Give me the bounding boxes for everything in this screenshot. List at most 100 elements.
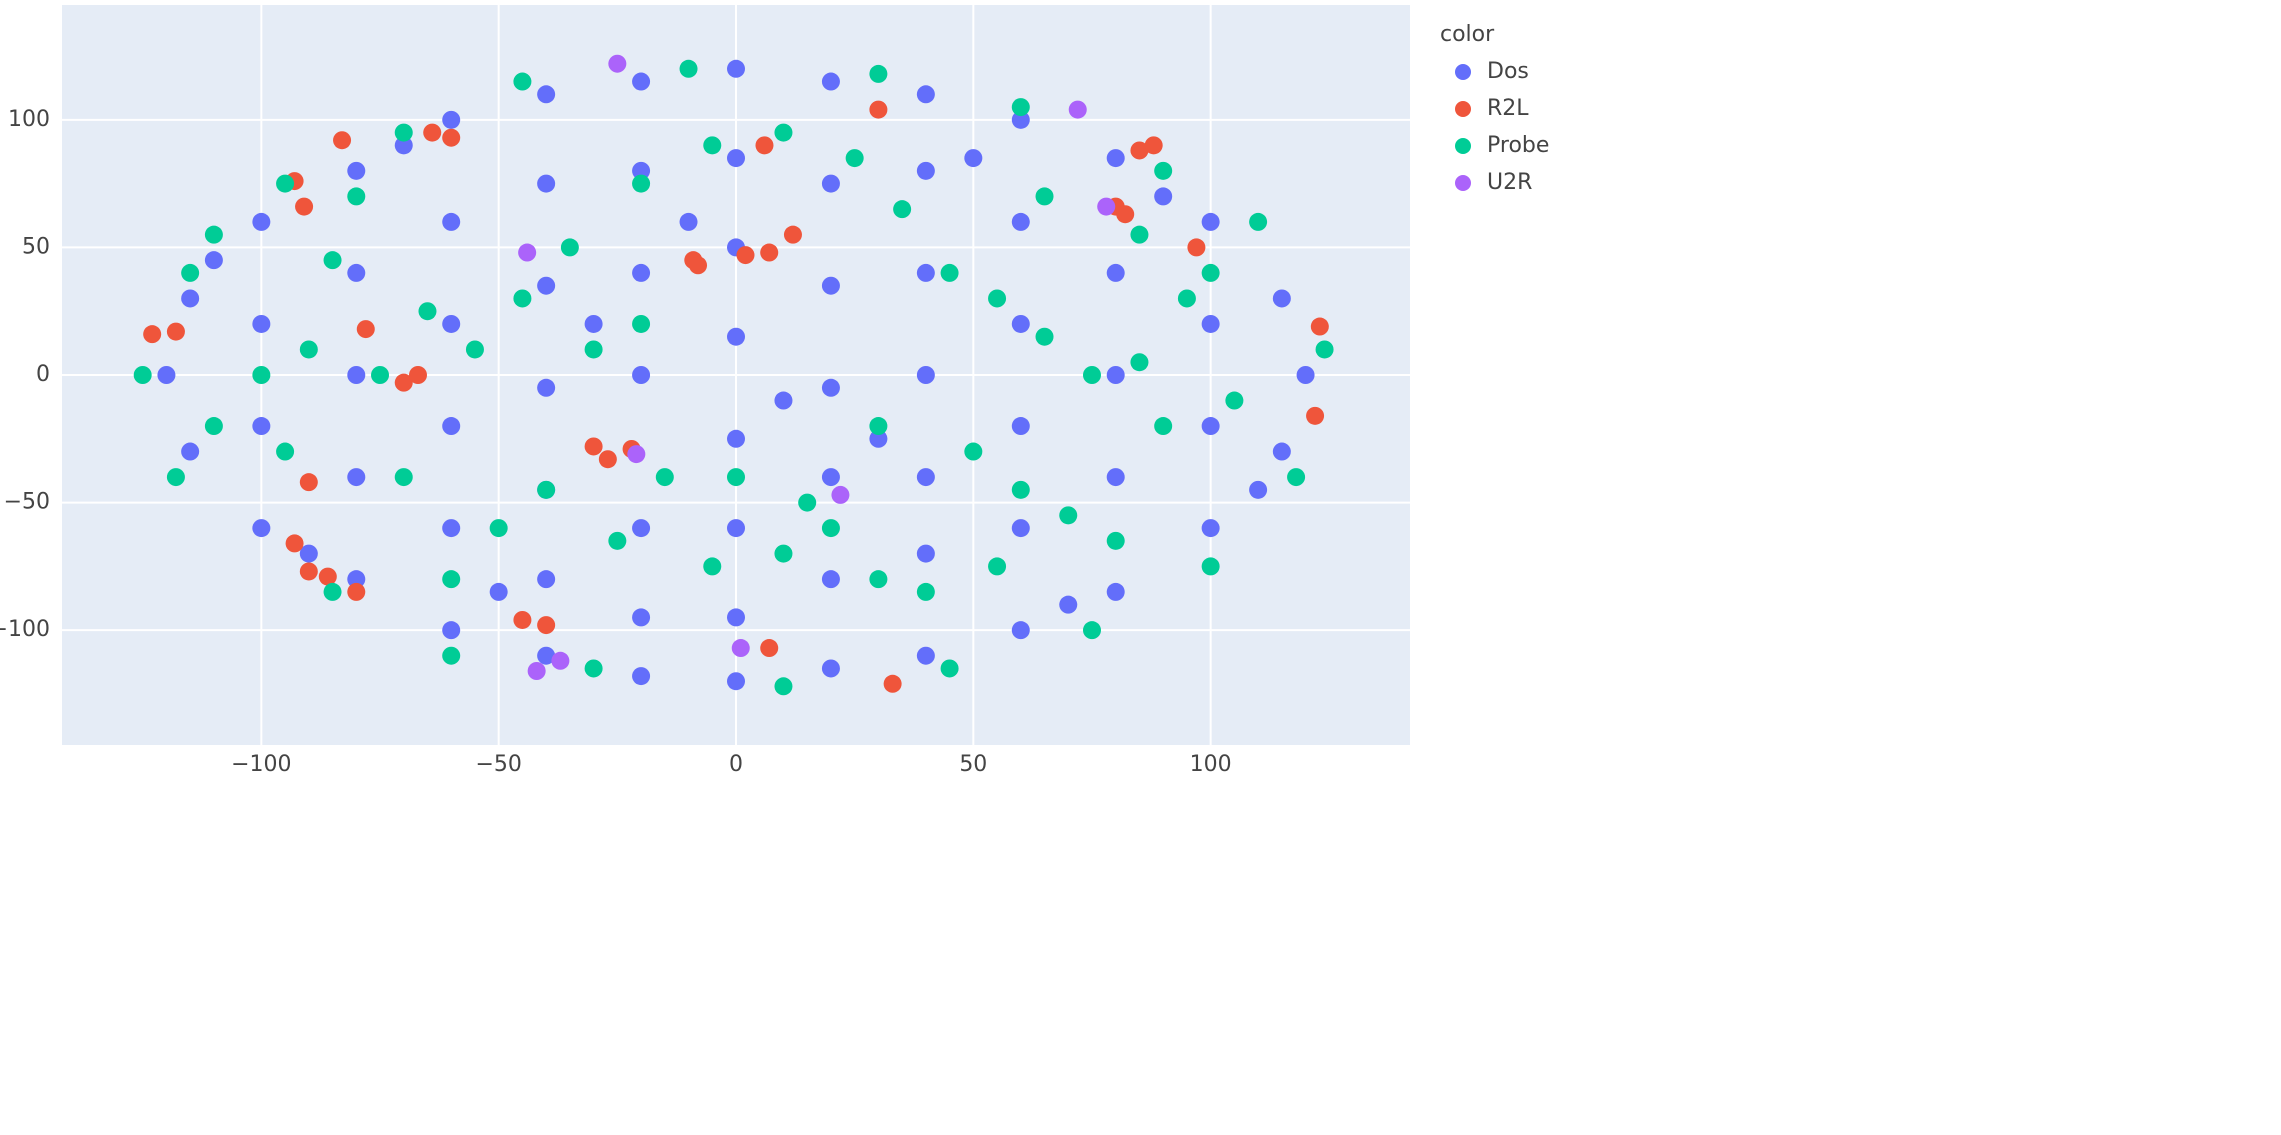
point [703, 136, 722, 155]
point [537, 570, 556, 589]
point [632, 174, 651, 193]
point [727, 468, 745, 487]
point [252, 212, 271, 231]
point [916, 646, 935, 665]
point [727, 59, 745, 78]
point [689, 256, 708, 275]
point [252, 417, 271, 436]
point [632, 263, 651, 282]
legend-marker [1455, 175, 1471, 191]
point [727, 519, 745, 538]
point [703, 557, 722, 576]
point [442, 212, 461, 231]
point [1059, 506, 1078, 525]
point [299, 340, 318, 359]
point [893, 200, 912, 219]
point [1315, 340, 1334, 359]
point [1106, 366, 1125, 384]
point [418, 302, 437, 321]
point [465, 340, 484, 359]
point [1249, 212, 1268, 231]
legend-title: color [1440, 22, 1495, 47]
point [347, 366, 366, 384]
point [916, 85, 935, 104]
point [821, 659, 840, 678]
point [774, 391, 793, 410]
point [537, 276, 556, 295]
point [560, 238, 579, 257]
point [964, 442, 983, 461]
point [679, 212, 698, 231]
point [1106, 531, 1125, 550]
point [1201, 519, 1220, 538]
point [774, 677, 793, 696]
point [204, 251, 223, 270]
point [1177, 289, 1196, 308]
point [518, 243, 537, 262]
point [1310, 317, 1329, 336]
point [774, 544, 793, 563]
point [632, 161, 651, 180]
point [1130, 353, 1149, 372]
point [527, 662, 546, 680]
x-tick-label: 100 [1190, 752, 1232, 777]
point [295, 197, 314, 216]
point [1035, 187, 1054, 206]
point [1249, 480, 1268, 499]
point [821, 570, 840, 589]
point [916, 263, 935, 282]
point [442, 110, 461, 129]
x-tick-label: 50 [959, 752, 987, 777]
point [394, 123, 413, 142]
point [608, 54, 627, 73]
point [584, 659, 603, 678]
point [513, 289, 532, 308]
point [1011, 98, 1030, 117]
point [323, 582, 342, 601]
point [551, 651, 570, 670]
point [727, 608, 745, 627]
point [869, 64, 888, 83]
point [442, 519, 461, 538]
point [821, 72, 840, 91]
point [252, 314, 271, 333]
point [204, 225, 223, 244]
point [916, 468, 935, 487]
point [1144, 136, 1163, 155]
point [1130, 225, 1149, 244]
point [252, 519, 271, 538]
point [755, 136, 774, 155]
point [632, 314, 651, 333]
point [1082, 621, 1101, 640]
point [537, 174, 556, 193]
point [347, 582, 366, 601]
point [371, 366, 390, 384]
point [252, 366, 271, 384]
point [442, 417, 461, 436]
point [1106, 149, 1125, 168]
point [774, 123, 793, 142]
point [821, 378, 840, 397]
point [1106, 582, 1125, 601]
point [133, 366, 152, 384]
point [988, 289, 1007, 308]
point [1011, 621, 1030, 640]
point [513, 72, 532, 91]
point [916, 544, 935, 563]
point [1272, 442, 1291, 461]
point [869, 417, 888, 436]
point [1201, 314, 1220, 333]
point [869, 429, 888, 448]
point [964, 149, 983, 168]
y-tick-label: −50 [4, 490, 50, 515]
point [394, 136, 413, 155]
point [489, 582, 508, 601]
point [537, 480, 556, 499]
point [1059, 595, 1078, 614]
x-tick-label: −50 [475, 752, 521, 777]
point [1116, 205, 1135, 224]
point [632, 366, 651, 384]
point [299, 473, 318, 492]
point [394, 373, 413, 392]
